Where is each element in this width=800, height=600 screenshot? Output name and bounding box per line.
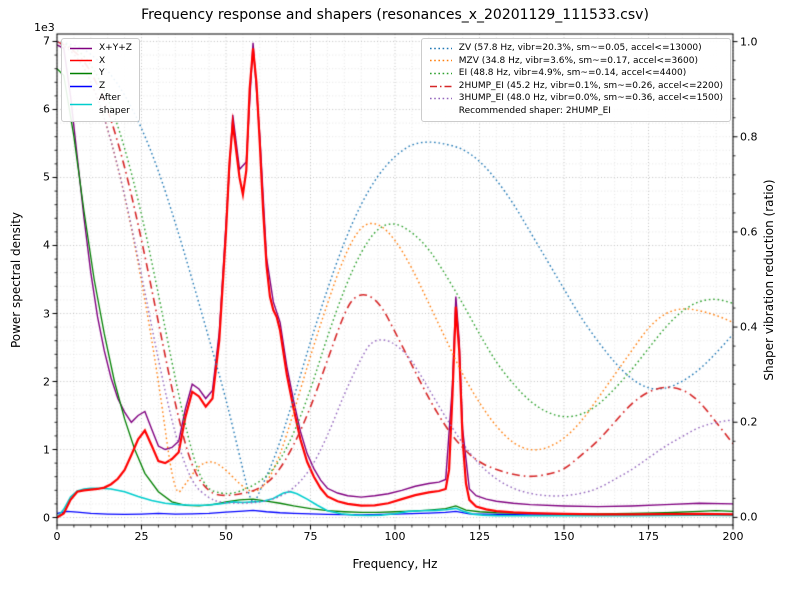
x-tick-label: 175 [638, 530, 659, 543]
legend-blank-icon [429, 107, 453, 116]
y-right-tick-label: 0.6 [740, 225, 758, 239]
legend-item-label: 3HUMP_EI (48.0 Hz, vibr=0.0%, sm~=0.36, … [458, 93, 723, 104]
x-axis-label: Frequency, Hz [352, 557, 438, 571]
legend-item-label: 2HUMP_EI (45.2 Hz, vibr=0.1%, sm~=0.26, … [458, 80, 723, 91]
legend-item-label: Y [99, 68, 105, 79]
y-right-tick-label: 0.0 [740, 510, 758, 524]
legend-item: X [69, 55, 132, 68]
x-tick-label: 150 [553, 530, 575, 543]
legend-item: 3HUMP_EI (48.0 Hz, vibr=0.0%, sm~=0.36, … [429, 92, 723, 105]
y-left-tick-label: 5 [43, 170, 50, 184]
x-tick-label: 75 [303, 530, 318, 543]
y-left-tick-label: 6 [43, 102, 50, 116]
legend-solid-line-icon [70, 47, 92, 50]
x-tick-label: 125 [469, 530, 490, 543]
legend-item: 2HUMP_EI (45.2 Hz, vibr=0.1%, sm~=0.26, … [429, 80, 723, 93]
legend-psd: X+Y+Z X Y Z After shaper [61, 38, 140, 122]
legend-dotted-line-icon [429, 97, 452, 100]
legend-dotted-line-icon [429, 47, 452, 50]
legend-item-label: Recommended shaper: 2HUMP_EI [458, 105, 611, 116]
legend-dotted-line-icon [429, 72, 452, 75]
legend-item: Z [69, 80, 132, 93]
legend-solid-line-icon [70, 85, 92, 87]
legend-solid-line-icon [70, 104, 92, 106]
legend-item-label: X+Y+Z [99, 43, 132, 53]
x-tick-label: 100 [384, 530, 406, 543]
legend-item: EI (48.8 Hz, vibr=4.9%, sm~=0.14, accel<… [429, 67, 723, 80]
y-axis-label-left: Power spectral density [9, 211, 23, 349]
legend-item-label: MZV (34.8 Hz, vibr=3.6%, sm~=0.17, accel… [458, 55, 698, 66]
legend-item-label: After shaper [99, 93, 130, 116]
legend-solid-line-icon [70, 60, 92, 62]
y-left-tick-label: 7 [43, 34, 50, 48]
y-right-tick-label: 0.2 [740, 415, 758, 429]
legend-item: ZV (57.8 Hz, vibr=20.3%, sm~=0.05, accel… [429, 42, 723, 55]
legend-item: X+Y+Z [69, 42, 132, 55]
legend-item-label: X [99, 55, 106, 66]
chart-title: Frequency response and shapers (resonanc… [141, 7, 649, 23]
legend-dotted-line-icon [429, 60, 452, 62]
legend-dashdot-line-icon [429, 85, 452, 87]
y-right-tick-label: 0.8 [740, 130, 758, 144]
y-axis-label-right: Shaper vibration reduction (ratio) [762, 179, 776, 381]
legend-solid-line-icon [70, 72, 92, 75]
y-left-tick-label: 0 [43, 511, 50, 525]
x-tick-label: 25 [134, 530, 149, 543]
legend-item: MZV (34.8 Hz, vibr=3.6%, sm~=0.17, accel… [429, 55, 723, 68]
legend-item-label: Z [99, 80, 106, 91]
legend-item: After shaper [69, 92, 132, 117]
legend-shapers: ZV (57.8 Hz, vibr=20.3%, sm~=0.05, accel… [420, 38, 731, 122]
y-left-tick-label: 2 [43, 375, 50, 388]
y-right-tick-label: 0.4 [740, 320, 758, 334]
legend-item-label: EI (48.8 Hz, vibr=4.9%, sm~=0.14, accel<… [458, 68, 687, 79]
legend-item: Recommended shaper: 2HUMP_EI [429, 105, 723, 118]
x-tick-label: 0 [53, 530, 61, 543]
y-left-tick-label: 3 [43, 307, 50, 320]
legend-item: Y [69, 67, 132, 80]
legend-item-label: ZV (57.8 Hz, vibr=20.3%, sm~=0.05, accel… [458, 43, 702, 53]
x-tick-label: 200 [722, 530, 744, 543]
y-left-tick-label: 1 [43, 443, 50, 456]
y-axis-multiplier-label: 1e3 [34, 21, 55, 34]
y-right-tick-label: 1.0 [740, 35, 758, 49]
x-tick-label: 50 [219, 530, 233, 543]
y-left-tick-label: 4 [43, 238, 50, 252]
